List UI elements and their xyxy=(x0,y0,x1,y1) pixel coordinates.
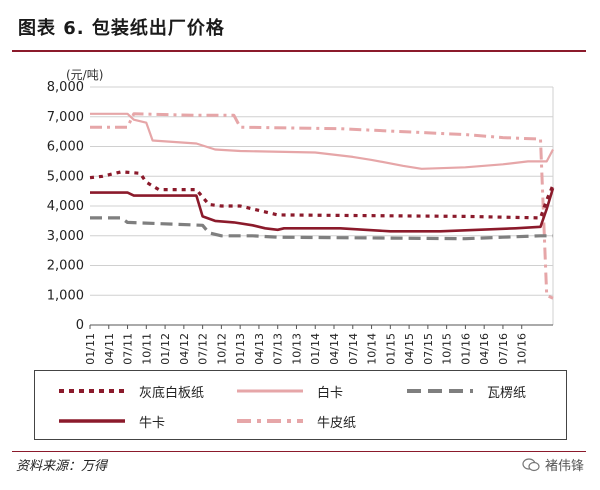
y-tick-label: 5,000 xyxy=(47,169,84,184)
chart-legend: 灰底白板纸 白卡 瓦楞纸 牛卡 牛皮纸 xyxy=(34,370,567,440)
x-tick-label: 01/11 xyxy=(84,333,97,365)
legend-swatch-dashed xyxy=(407,389,473,393)
x-axis-ticks: 01/11 04/11 07/11 10/11 01/12 04/12 07/12 10/12… xyxy=(84,325,529,365)
y-tick-label: 8,000 xyxy=(47,80,84,95)
y-tick-label: 4,000 xyxy=(47,199,84,214)
title-divider xyxy=(12,50,586,52)
legend-item: 灰底白板纸 xyxy=(57,381,204,401)
series-line xyxy=(90,112,554,300)
x-tick-label: 04/15 xyxy=(403,333,416,365)
x-tick-label: 04/12 xyxy=(178,333,191,365)
watermark: 褚伟锋 xyxy=(522,455,584,474)
watermark-text: 褚伟锋 xyxy=(544,459,584,474)
x-tick-label: 01/12 xyxy=(159,333,172,365)
x-tick-label: 07/15 xyxy=(422,333,435,365)
x-tick-label: 10/12 xyxy=(215,333,228,365)
series-line xyxy=(90,216,553,241)
source-note: 资料来源：万得 xyxy=(16,459,108,474)
legend-item: 瓦楞纸 xyxy=(405,381,526,401)
x-tick-label: 07/12 xyxy=(197,333,210,365)
x-tick-label: 01/15 xyxy=(384,333,397,365)
x-tick-label: 01/13 xyxy=(234,333,247,365)
x-tick-label: 04/16 xyxy=(478,333,491,365)
y-tick-label: 6,000 xyxy=(47,140,84,155)
x-tick-label: 10/11 xyxy=(140,333,153,365)
x-tick-label: 07/14 xyxy=(347,333,360,365)
x-tick-label: 07/16 xyxy=(497,333,510,365)
source-divider xyxy=(12,451,586,452)
x-tick-label: 10/16 xyxy=(516,333,529,365)
x-tick-label: 10/14 xyxy=(366,333,379,365)
series-line xyxy=(90,187,555,233)
legend-swatch-solid xyxy=(59,419,125,423)
legend-swatch-solid xyxy=(237,389,303,393)
x-tick-label: 04/11 xyxy=(103,333,116,365)
x-tick-label: 04/13 xyxy=(253,333,266,365)
legend-label: 瓦楞纸 xyxy=(487,385,527,401)
wechat-icon xyxy=(522,457,540,471)
legend-label: 白卡 xyxy=(317,385,344,401)
legend-item: 牛卡 xyxy=(57,411,165,431)
y-tick-label: 7,000 xyxy=(47,110,84,125)
series-lines xyxy=(89,112,555,300)
x-tick-label: 07/11 xyxy=(122,333,135,365)
x-tick-label: 10/15 xyxy=(441,333,454,365)
chart-grid xyxy=(90,86,554,326)
page-title: 图表 6. 包装纸出厂价格 xyxy=(18,18,225,39)
x-tick-label: 04/14 xyxy=(328,333,341,365)
y-tick-label: 0 xyxy=(76,318,84,333)
y-tick-label: 2,000 xyxy=(47,259,84,274)
price-line-chart: (元/吨) 0 1,000 2,000 3,000 4,000 5,000 6,000 7,0… xyxy=(47,68,555,365)
series-line xyxy=(89,170,555,220)
x-tick-label: 07/13 xyxy=(272,333,285,365)
legend-label: 牛皮纸 xyxy=(317,415,357,431)
legend-swatch-dotted xyxy=(59,389,125,393)
y-axis-unit-label: (元/吨) xyxy=(66,68,103,82)
legend-item: 白卡 xyxy=(235,381,343,401)
y-tick-label: 3,000 xyxy=(47,229,84,244)
x-tick-label: 10/13 xyxy=(290,333,303,365)
y-tick-label: 1,000 xyxy=(47,288,84,303)
y-axis-ticks: 0 1,000 2,000 3,000 4,000 5,000 6,000 7,000 8,00… xyxy=(47,80,84,333)
legend-label: 灰底白板纸 xyxy=(139,385,205,401)
x-tick-label: 01/16 xyxy=(459,333,472,365)
x-tick-label: 01/14 xyxy=(309,333,322,365)
series-line xyxy=(90,112,554,170)
legend-label: 牛卡 xyxy=(139,415,166,431)
legend-swatch-dashdot xyxy=(237,419,303,423)
legend-item: 牛皮纸 xyxy=(235,411,356,431)
